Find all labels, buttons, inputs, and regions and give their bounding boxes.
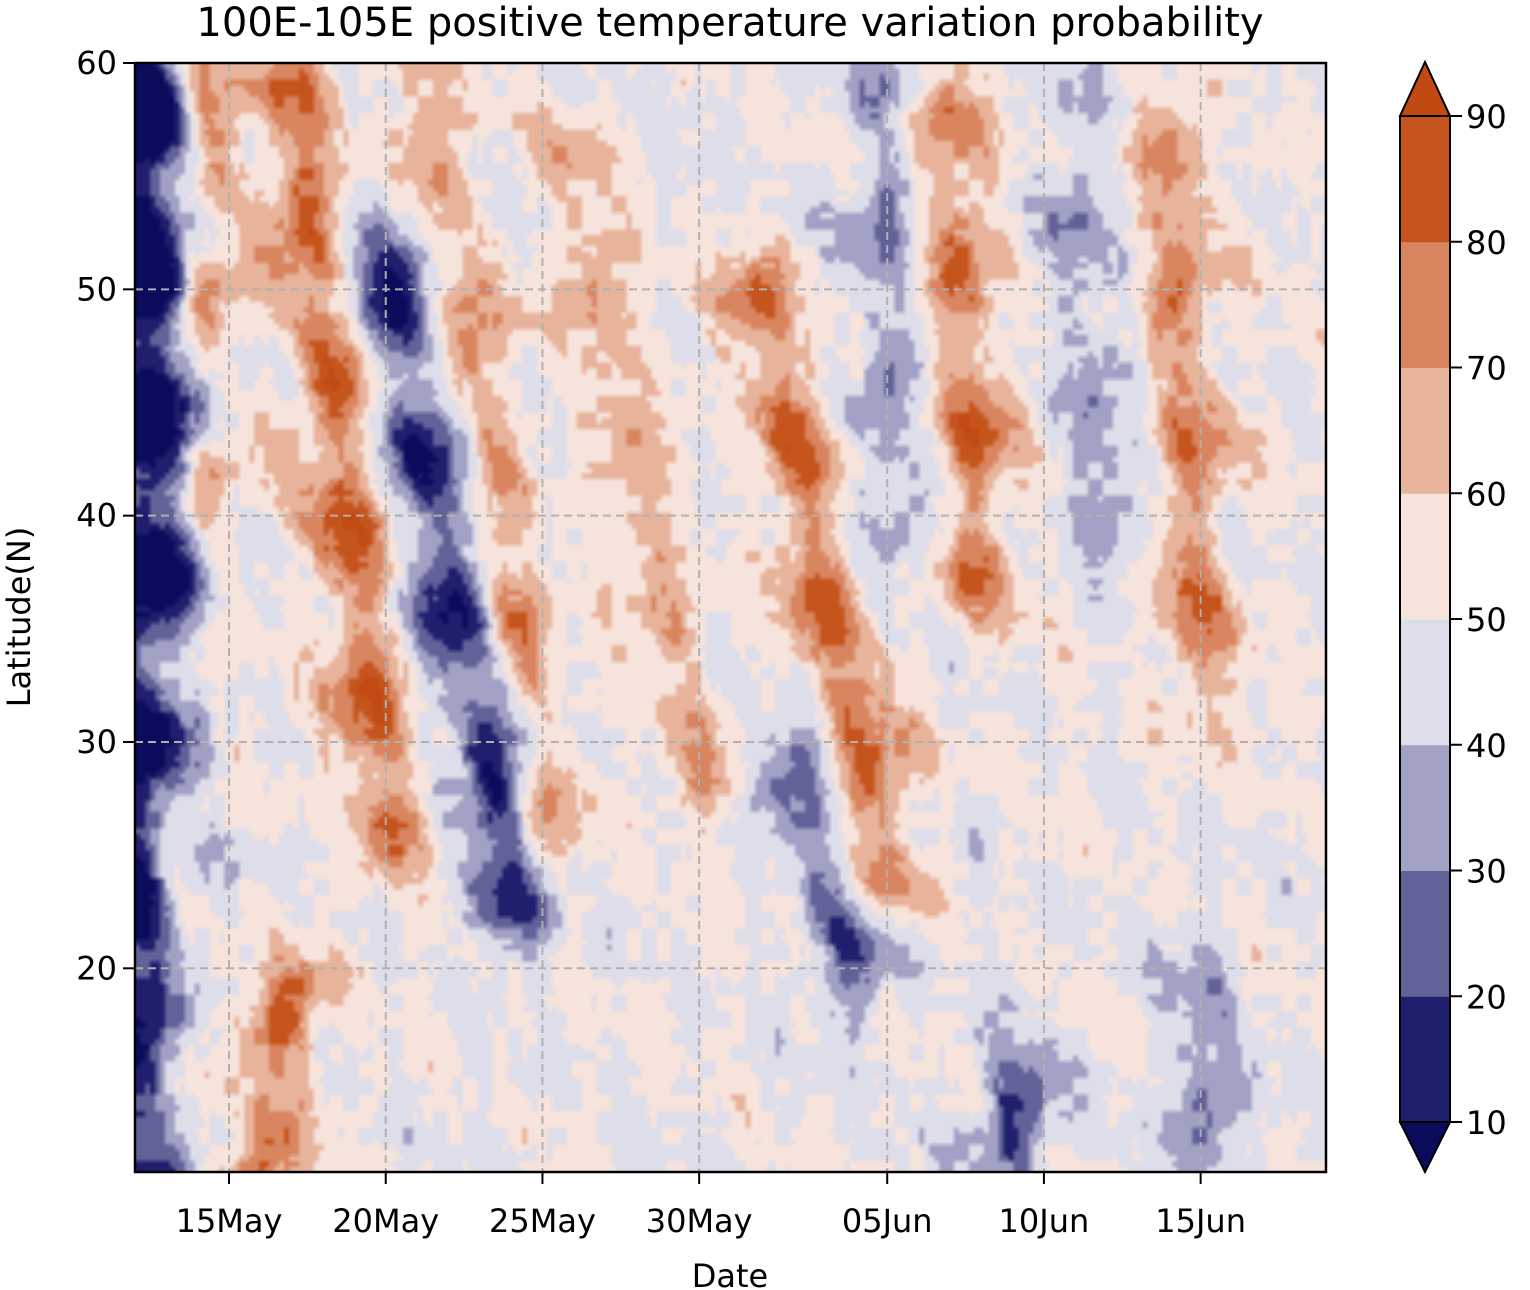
colorbar-swatch — [1400, 744, 1450, 871]
colorbar-tick-label: 60 — [1466, 475, 1507, 513]
y-tick-label: 20 — [76, 949, 117, 987]
colorbar-tick-label: 20 — [1466, 978, 1507, 1016]
x-tick-label: 10Jun — [999, 1202, 1090, 1240]
colorbar-extend-min — [1398, 1121, 1452, 1175]
x-tick-label: 15May — [176, 1202, 283, 1240]
x-tick-label: 20May — [332, 1202, 439, 1240]
y-tick-label: 50 — [76, 270, 117, 308]
colorbar-tick-label: 70 — [1466, 350, 1507, 388]
colorbar-swatch — [1400, 870, 1450, 997]
y-tick-label: 40 — [76, 497, 117, 535]
y-tick-label: 30 — [76, 723, 117, 761]
plot-frame — [133, 61, 1328, 1174]
colorbar-tick-label: 90 — [1466, 98, 1507, 136]
x-axis-label: Date — [692, 1257, 768, 1290]
colorbar-swatch — [1400, 996, 1450, 1123]
colorbar-tick-label: 30 — [1466, 853, 1507, 891]
x-tick-label: 05Jun — [842, 1202, 933, 1240]
colorbar-tick-label: 50 — [1466, 601, 1507, 639]
colorbar-swatch — [1400, 493, 1450, 620]
colorbar-tick-label: 10 — [1466, 1104, 1507, 1142]
contour-field — [135, 63, 1326, 1172]
colorbar-tick-label: 40 — [1466, 727, 1507, 765]
colorbar-extend-max — [1398, 59, 1452, 117]
colorbar-swatch — [1400, 241, 1450, 368]
colorbar: 10 20 30 40 50 60 70 80 90 — [1398, 59, 1507, 1175]
contour-field-raster — [135, 63, 1326, 1172]
chart-title: 100E-105E positive temperature variation… — [196, 0, 1263, 46]
x-tick-label: 15Jun — [1155, 1202, 1246, 1240]
colorbar-swatch — [1400, 367, 1450, 494]
colorbar-swatch — [1400, 116, 1450, 243]
x-tick-label: 30May — [646, 1202, 753, 1240]
y-axis-label: Latitude(N) — [0, 527, 38, 708]
x-axis-ticks: 15May 20May 25May 30May 05Jun 10Jun 15Jun — [176, 1172, 1246, 1240]
y-tick-label: 60 — [76, 44, 117, 82]
x-tick-label: 25May — [489, 1202, 596, 1240]
y-axis-ticks: 20 30 40 50 60 — [76, 44, 135, 987]
grid-lines — [135, 63, 1326, 1172]
colorbar-swatch — [1400, 619, 1450, 746]
colorbar-tick-label: 80 — [1466, 224, 1507, 262]
